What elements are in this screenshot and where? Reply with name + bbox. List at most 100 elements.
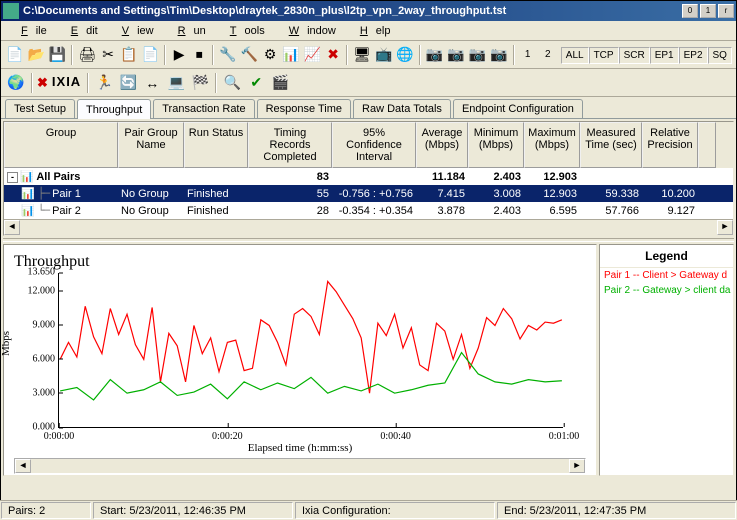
cell	[118, 176, 184, 178]
cell: -0.756 : +0.756	[332, 187, 416, 201]
chart-xlabel: Elapsed time (h:mm:ss)	[14, 442, 586, 454]
close-button[interactable]: r	[718, 4, 734, 18]
print-icon[interactable]: 🖨	[77, 44, 97, 66]
filter-tcp[interactable]: TCP	[589, 47, 619, 64]
cell: 10.200	[642, 187, 698, 201]
hw-icon[interactable]: 💻	[165, 72, 187, 94]
maximize-button[interactable]: 1	[700, 4, 716, 18]
cell	[580, 176, 642, 178]
menu-edit[interactable]: Edit	[55, 23, 106, 39]
tab-raw-data-totals[interactable]: Raw Data Totals	[353, 99, 451, 118]
cell	[642, 176, 698, 178]
cam4-icon[interactable]: 📷	[489, 44, 508, 66]
menu-view[interactable]: View	[106, 23, 162, 39]
column-header[interactable]: Timing Records Completed	[248, 122, 332, 168]
filter-scr[interactable]: SCR	[619, 47, 650, 64]
column-header[interactable]: Relative Precision	[642, 122, 698, 168]
status-start: Start: 5/23/2011, 12:46:35 PM	[93, 502, 293, 519]
results-grid[interactable]: GroupPair Group NameRun StatusTiming Rec…	[3, 121, 734, 236]
column-header[interactable]: Run Status	[184, 122, 248, 168]
tab-transaction-rate[interactable]: Transaction Rate	[153, 99, 254, 118]
app-icon	[3, 3, 19, 19]
num1-icon[interactable]: 1	[519, 44, 537, 66]
paste-icon[interactable]: 📄	[141, 44, 160, 66]
cam3-icon[interactable]: 📷	[468, 44, 487, 66]
column-header[interactable]: 95% Confidence Interval	[332, 122, 416, 168]
ytick: 9.000	[33, 319, 60, 330]
splitter[interactable]	[3, 238, 734, 242]
chart-scroll-right[interactable]: ►	[569, 459, 585, 473]
filter-ep2[interactable]: EP2	[679, 47, 708, 64]
menu-help[interactable]: Help	[344, 23, 399, 39]
tool2-icon[interactable]: 🔨	[240, 44, 259, 66]
cell: Finished	[184, 204, 248, 218]
cell: 59.338	[580, 187, 642, 201]
cut-icon[interactable]: ✂	[99, 44, 117, 66]
globe-icon[interactable]: 🌍	[5, 72, 27, 94]
menu-window[interactable]: Window	[273, 23, 344, 39]
menubar: FileEditViewRunToolsWindowHelp	[1, 21, 736, 41]
menu-run[interactable]: Run	[162, 23, 214, 39]
tool3-icon[interactable]: ⚙	[261, 44, 279, 66]
num2-icon[interactable]: 2	[539, 44, 557, 66]
column-header[interactable]: Measured Time (sec)	[580, 122, 642, 168]
ytick: 3.000	[33, 387, 60, 398]
run-icon[interactable]: ▶	[170, 44, 188, 66]
swap-icon[interactable]: ↔	[141, 72, 163, 94]
cell: 9.127	[642, 204, 698, 218]
tab-throughput[interactable]: Throughput	[77, 99, 151, 119]
delete-icon[interactable]: ✖	[324, 44, 342, 66]
cell: -0.354 : +0.354	[332, 204, 416, 218]
screen2-icon[interactable]: 📺	[374, 44, 393, 66]
world-icon[interactable]: 🌐	[395, 44, 414, 66]
minimize-button[interactable]: 0	[682, 4, 698, 18]
tool4-icon[interactable]: 📊	[281, 44, 300, 66]
cell: 2.403	[468, 204, 524, 218]
tab-response-time[interactable]: Response Time	[257, 99, 351, 118]
chart-ylabel: Mbps	[0, 331, 12, 356]
scroll-left-button[interactable]: ◄	[4, 220, 20, 235]
cam1-icon[interactable]: 📷	[425, 44, 444, 66]
tool-icon[interactable]: 🔧	[218, 44, 237, 66]
cell: Finished	[184, 187, 248, 201]
open-icon[interactable]: 📂	[26, 44, 45, 66]
film-icon[interactable]: 🎬	[269, 72, 291, 94]
status-ixia: Ixia Configuration:	[295, 502, 495, 519]
save-icon[interactable]: 💾	[48, 44, 67, 66]
replay-icon[interactable]: 🔄	[117, 72, 139, 94]
cell	[184, 176, 248, 178]
chart-scroll-left[interactable]: ◄	[15, 459, 31, 473]
tab-endpoint-configuration[interactable]: Endpoint Configuration	[453, 99, 583, 118]
scroll-right-button[interactable]: ►	[717, 220, 733, 235]
ytick: 13.650	[28, 267, 60, 278]
table-row[interactable]: 📊 ├─ Pair 1No GroupFinished55-0.756 : +0…	[4, 185, 733, 202]
flag-icon[interactable]: 🏁	[189, 72, 211, 94]
table-row[interactable]: -📊 All Pairs8311.1842.40312.903	[4, 168, 733, 185]
tool5-icon[interactable]: 📈	[303, 44, 322, 66]
xtick: 0:00:40	[380, 427, 411, 442]
copy-icon[interactable]: 📋	[119, 44, 138, 66]
column-header[interactable]: Minimum (Mbps)	[468, 122, 524, 168]
menu-file[interactable]: File	[5, 23, 55, 39]
chart-scrollbar[interactable]: ◄ ►	[14, 458, 586, 474]
filter-ep1[interactable]: EP1	[650, 47, 679, 64]
column-header[interactable]: Average (Mbps)	[416, 122, 468, 168]
cell: 28	[248, 204, 332, 218]
column-header[interactable]: Pair Group Name	[118, 122, 184, 168]
column-header[interactable]: Group	[4, 122, 118, 168]
stop-icon[interactable]: ⏹	[190, 44, 208, 66]
filter-all[interactable]: ALL	[561, 47, 589, 64]
new-icon[interactable]: 📄	[5, 44, 24, 66]
runner-icon[interactable]: 🏃	[93, 72, 115, 94]
tab-test-setup[interactable]: Test Setup	[5, 99, 75, 118]
table-row[interactable]: 📊 └─ Pair 2No GroupFinished28-0.354 : +0…	[4, 202, 733, 219]
search-icon[interactable]: 🔍	[221, 72, 243, 94]
check-icon[interactable]: ✔	[245, 72, 267, 94]
menu-tools[interactable]: Tools	[214, 23, 273, 39]
column-header[interactable]: Maximum (Mbps)	[524, 122, 580, 168]
screen-icon[interactable]: 🖥	[352, 44, 372, 66]
filter-sq[interactable]: SQ	[708, 47, 732, 64]
chart-panel: Throughput Mbps 0.0003.0006.0009.00012.0…	[3, 244, 597, 476]
cell: 7.415	[416, 187, 468, 201]
cam2-icon[interactable]: 📷	[446, 44, 465, 66]
